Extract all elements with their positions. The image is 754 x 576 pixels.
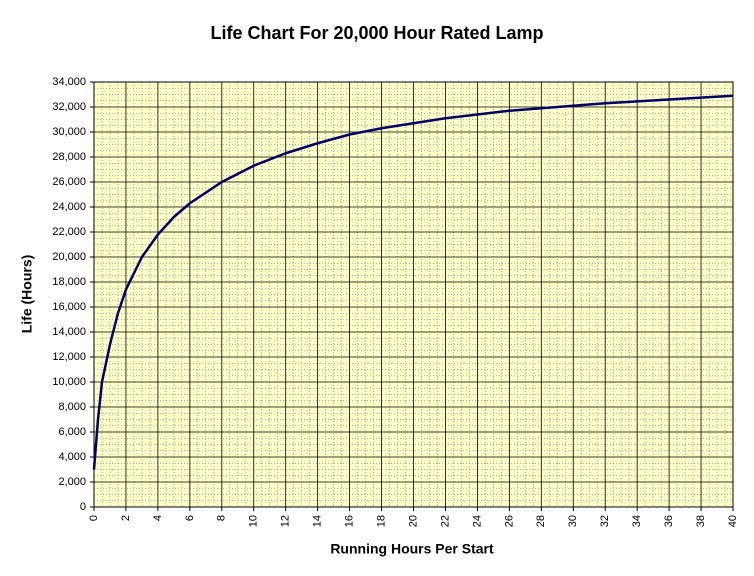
line-series: [92, 94, 734, 470]
y-tick-label: 2,000: [58, 476, 86, 488]
x-tick-label: 0: [88, 515, 100, 521]
y-tick-label: 0: [80, 501, 86, 513]
y-tick-label: 34,000: [52, 76, 86, 88]
x-tick-label: 12: [280, 515, 292, 527]
x-tick-label: 22: [439, 515, 451, 527]
x-tick-label: 36: [663, 515, 675, 527]
x-axis-title: Running Hours Per Start: [330, 541, 494, 557]
y-tick-label: 4,000: [58, 451, 86, 463]
x-tick-label: 38: [695, 515, 707, 527]
x-tick-label: 30: [567, 515, 579, 527]
x-tick-label: 24: [471, 515, 483, 527]
y-tick-label: 30,000: [52, 126, 86, 138]
y-tick-label: 8,000: [58, 401, 86, 413]
y-tick-label: 26,000: [52, 176, 86, 188]
chart-title: Life Chart For 20,000 Hour Rated Lamp: [210, 23, 543, 43]
y-tick-label: 6,000: [58, 426, 86, 438]
x-tick-label: 18: [375, 515, 387, 527]
x-tick-label: 16: [344, 515, 356, 527]
x-tick-label: 2: [120, 515, 132, 521]
y-tick-label: 24,000: [52, 201, 86, 213]
x-tick-label: 20: [407, 515, 419, 527]
y-tick-label: 14,000: [52, 326, 86, 338]
y-tick-label: 12,000: [52, 351, 86, 363]
y-tick-label: 10,000: [52, 376, 86, 388]
x-tick-label: 10: [248, 515, 260, 527]
x-tick-label: 34: [631, 515, 643, 527]
x-tick-label: 6: [184, 515, 196, 521]
plot-border: [93, 81, 734, 508]
x-tick-label: 14: [312, 515, 324, 527]
y-tick-label: 32,000: [52, 101, 86, 113]
y-tick-label: 16,000: [52, 301, 86, 313]
y-tick-label: 22,000: [52, 226, 86, 238]
y-tick-label: 28,000: [52, 151, 86, 163]
y-axis-title: Life (Hours): [19, 255, 35, 334]
x-tick-label: 8: [216, 515, 228, 521]
x-tick-label: 28: [535, 515, 547, 527]
y-tick-label: 18,000: [52, 276, 86, 288]
y-tick-label: 20,000: [52, 251, 86, 263]
x-tick-label: 40: [727, 515, 739, 527]
x-tick-label: 4: [152, 515, 164, 521]
x-tick-label: 32: [599, 515, 611, 527]
x-tick-label: 26: [503, 515, 515, 527]
